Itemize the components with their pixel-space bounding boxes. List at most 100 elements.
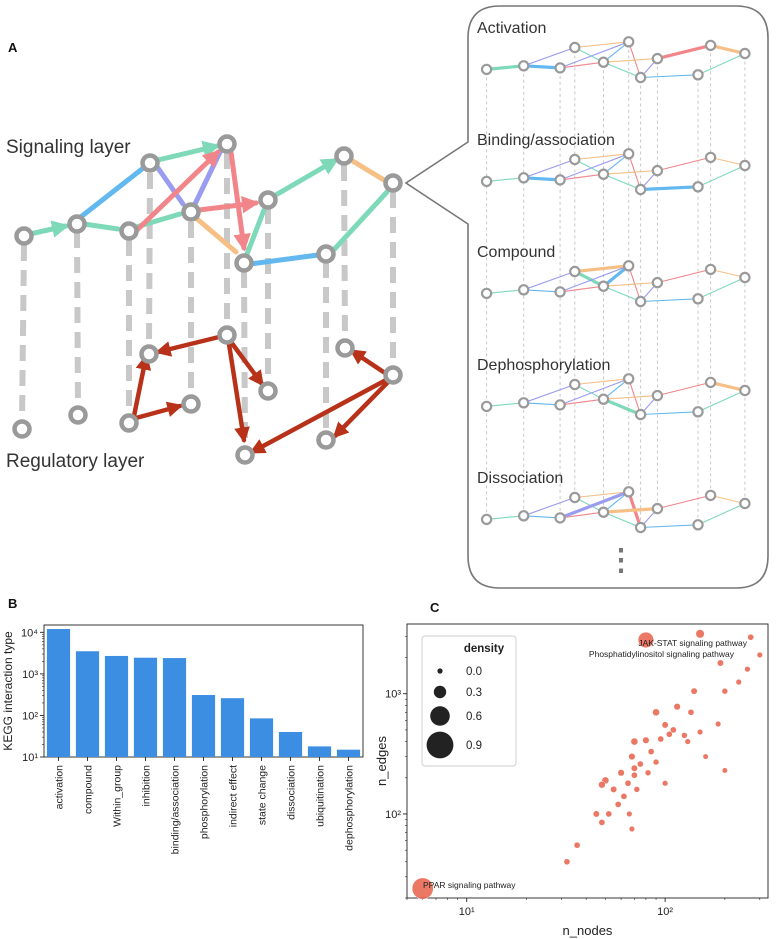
- panel-a-label: A: [8, 40, 18, 55]
- data-point: [631, 771, 638, 779]
- callout-edge: [485, 64, 526, 72]
- callout-edge: [558, 490, 631, 520]
- node: [12, 419, 32, 439]
- layer-connectors: [19, 153, 396, 446]
- legend-entry-label: 0.3: [466, 687, 482, 699]
- callout-node: [704, 263, 717, 276]
- callout-edge: [559, 61, 605, 69]
- data-point: [747, 633, 755, 641]
- callout-edge: [523, 402, 561, 406]
- callout-node: [692, 181, 704, 193]
- callout-edge: [697, 164, 746, 188]
- node: [383, 173, 403, 193]
- data-point: [647, 748, 655, 755]
- callout-edge: [656, 381, 712, 397]
- callout-node: [704, 489, 717, 502]
- bar: [162, 658, 187, 757]
- callout-node: [704, 39, 717, 52]
- callout-node: [569, 41, 581, 54]
- annotation: Phosphatidylinositol signaling pathway: [589, 649, 735, 659]
- callout-edge: [697, 276, 746, 300]
- x-tick-label: phosphorylation: [199, 765, 211, 839]
- callout-node: [518, 510, 530, 522]
- callout-node: [651, 502, 664, 515]
- callout-node: [480, 287, 493, 300]
- y-tick-label: 10²: [385, 809, 401, 821]
- node: [258, 190, 278, 210]
- plot-frame: [406, 623, 769, 899]
- callout-node: [651, 389, 664, 402]
- data-point: [744, 666, 751, 673]
- node: [235, 445, 255, 465]
- callout-node: [692, 406, 704, 418]
- callout-edge: [656, 268, 712, 284]
- callout-node: [692, 293, 704, 305]
- callout-edge: [523, 289, 561, 293]
- signaling-nodes: [14, 134, 403, 273]
- callout-node: [634, 295, 647, 308]
- callout-edge: [486, 289, 525, 294]
- x-tick-label: 10²: [657, 906, 673, 918]
- x-axis-label: n_nodes: [563, 923, 613, 938]
- data-point: [721, 767, 728, 774]
- data-point: [681, 732, 688, 739]
- y-tick-label: 10²: [22, 710, 38, 722]
- panel-a: A: [6, 5, 769, 589]
- data-point: [662, 780, 669, 787]
- data-point: [670, 726, 677, 734]
- x-tick-label: activation: [54, 765, 66, 810]
- legend-swatch: [437, 668, 443, 674]
- callout-node: [554, 174, 566, 186]
- callout-edge: [523, 158, 576, 179]
- callout-edge: [522, 176, 562, 182]
- callout-edge: [486, 402, 525, 407]
- data-point: [690, 687, 698, 695]
- callout-node: [569, 153, 581, 166]
- callout-edge: [697, 502, 746, 526]
- data-point: [661, 721, 669, 729]
- callout-edge: [640, 298, 699, 303]
- callout-edge: [574, 491, 630, 499]
- callout-edge: [710, 156, 746, 167]
- callout-node: [623, 260, 635, 272]
- legend-entry-label: 0.6: [466, 711, 482, 723]
- callout-node: [692, 69, 704, 81]
- y-tick-label: 10¹: [22, 752, 38, 764]
- x-tick-label: Within_group: [112, 765, 124, 827]
- callout-node: [518, 284, 530, 296]
- callout-node: [739, 271, 751, 284]
- callout-edge: [602, 173, 642, 191]
- callout-edge: [559, 378, 630, 406]
- node: [234, 253, 254, 273]
- callout-edge: [601, 397, 643, 417]
- callout-edge: [697, 52, 746, 76]
- node: [140, 153, 160, 173]
- data-point: [637, 631, 655, 649]
- legend-entry-label: 0.0: [466, 666, 482, 678]
- node: [119, 221, 139, 241]
- callout-edge: [574, 153, 630, 161]
- regulatory-nodes: [12, 325, 403, 465]
- annotation: JAK-STAT signaling pathway: [638, 638, 747, 648]
- callout-node: [651, 276, 664, 289]
- panel-c-label: C: [430, 600, 440, 615]
- bar: [104, 655, 129, 757]
- legend-entry-label: 0.9: [466, 740, 482, 752]
- data-point: [617, 769, 625, 777]
- node: [68, 405, 88, 425]
- callout-edge: [523, 383, 576, 404]
- data-point: [605, 810, 613, 818]
- callout-edge: [573, 264, 631, 274]
- data-point: [637, 760, 644, 768]
- x-tick-label: state change: [257, 765, 269, 825]
- bar: [75, 651, 100, 757]
- callout-node: [480, 63, 493, 76]
- callout-node: [704, 151, 717, 164]
- callout-node: [692, 519, 704, 531]
- data-point: [628, 825, 635, 833]
- legend-swatch: [426, 731, 454, 759]
- callout-edge: [522, 64, 562, 70]
- legend: density 0.0 0.3 0.6 0.9: [421, 635, 517, 767]
- callout-node: [597, 393, 610, 405]
- x-tick-label: ubiquitination: [315, 765, 327, 827]
